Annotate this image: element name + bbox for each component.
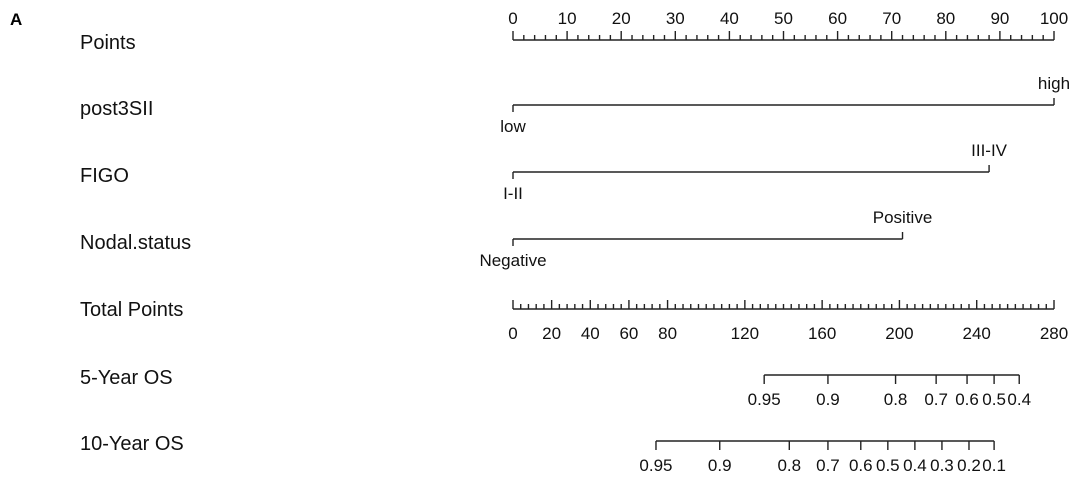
total-points-tick-label: 80: [658, 324, 677, 343]
prob-tick-label-10-year-os: 0.8: [777, 456, 801, 475]
prob-tick-label-10-year-os: 0.2: [957, 456, 981, 475]
points-tick-label: 20: [612, 9, 631, 28]
row-label-nodal-status: Nodal.status: [80, 232, 191, 254]
prob-tick-label-10-year-os: 0.9: [708, 456, 732, 475]
level-label-negative: Negative: [479, 251, 546, 270]
prob-tick-label-10-year-os: 0.3: [930, 456, 954, 475]
row-label-10-year-os: 10-Year OS: [80, 433, 184, 455]
total-points-tick-label: 20: [542, 324, 561, 343]
prob-tick-label-5-year-os: 0.7: [924, 390, 948, 409]
total-points-tick-label: 40: [581, 324, 600, 343]
prob-tick-label-10-year-os: 0.7: [816, 456, 840, 475]
level-label-iii-iv: III-IV: [971, 141, 1008, 160]
points-tick-label: 80: [936, 9, 955, 28]
points-tick-label: 60: [828, 9, 847, 28]
points-tick-label: 10: [558, 9, 577, 28]
points-tick-label: 40: [720, 9, 739, 28]
prob-tick-label-10-year-os: 0.1: [982, 456, 1006, 475]
prob-tick-label-10-year-os: 0.5: [876, 456, 900, 475]
prob-tick-label-5-year-os: 0.8: [884, 390, 908, 409]
row-label-total-points: Total Points: [80, 299, 183, 321]
level-label-high: high: [1038, 74, 1070, 93]
prob-tick-label-5-year-os: 0.5: [982, 390, 1006, 409]
total-points-tick-label: 120: [731, 324, 759, 343]
prob-tick-label-5-year-os: 0.4: [1007, 390, 1031, 409]
row-label-5-year-os: 5-Year OS: [80, 367, 173, 389]
total-points-tick-label: 0: [508, 324, 517, 343]
nomogram-rows: Points 0 10 20 30 40 50 60 70 80 90 100 post3SII low h…: [80, 9, 1070, 475]
points-tick-label: 70: [882, 9, 901, 28]
prob-tick-label-10-year-os: 0.4: [903, 456, 927, 475]
level-label-positive: Positive: [873, 208, 933, 227]
total-points-tick-label: 60: [619, 324, 638, 343]
prob-tick-label-10-year-os: 0.95: [639, 456, 672, 475]
points-tick-label: 30: [666, 9, 685, 28]
total-points-tick-label: 280: [1040, 324, 1068, 343]
row-label-figo: FIGO: [80, 165, 129, 187]
points-tick-label: 50: [774, 9, 793, 28]
level-label-i-ii: I-II: [503, 184, 523, 203]
points-tick-label: 100: [1040, 9, 1068, 28]
points-tick-label: 0: [508, 9, 517, 28]
prob-tick-label-5-year-os: 0.95: [748, 390, 781, 409]
prob-tick-label-5-year-os: 0.6: [955, 390, 979, 409]
panel-label: A: [10, 10, 22, 29]
points-tick-label: 90: [990, 9, 1009, 28]
total-points-tick-label: 200: [885, 324, 913, 343]
level-label-low: low: [500, 117, 526, 136]
total-points-tick-label: 240: [963, 324, 991, 343]
row-label-points: Points: [80, 32, 136, 54]
prob-tick-label-10-year-os: 0.6: [849, 456, 873, 475]
row-label-post3sii: post3SII: [80, 98, 153, 120]
total-points-tick-label: 160: [808, 324, 836, 343]
prob-tick-label-5-year-os: 0.9: [816, 390, 840, 409]
